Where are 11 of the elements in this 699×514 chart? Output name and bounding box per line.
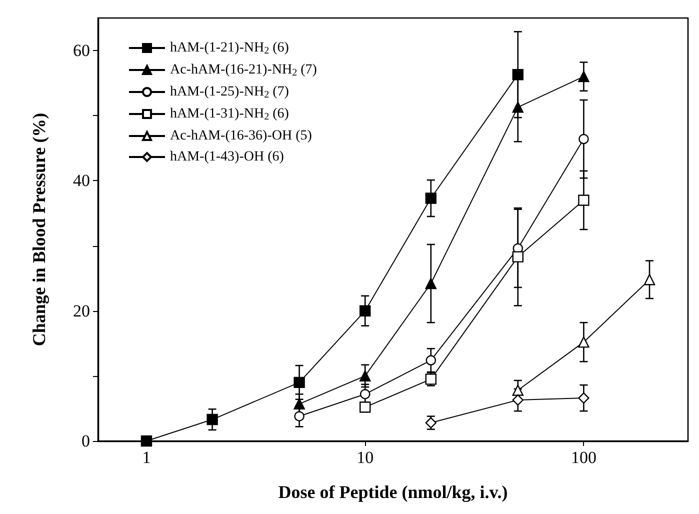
legend-label: hAM-(1-43)-OH (6) — [170, 150, 284, 164]
x-tick-label: 100 — [570, 448, 596, 467]
x-tick-label: 1 — [142, 448, 151, 467]
y-tick-label: 40 — [73, 171, 90, 190]
x-axis-title: Dose of Peptide (nmol/kg, i.v.) — [278, 482, 508, 502]
y-tick-label: 20 — [73, 301, 90, 320]
legend-label: Ac-hAM-(16-36)-OH (5) — [170, 128, 312, 144]
y-tick-label: 60 — [73, 41, 90, 60]
y-axis-title: Change in Blood Pressure (%) — [29, 112, 49, 346]
x-tick-label: 10 — [356, 448, 374, 467]
y-tick-label: 0 — [82, 432, 90, 450]
